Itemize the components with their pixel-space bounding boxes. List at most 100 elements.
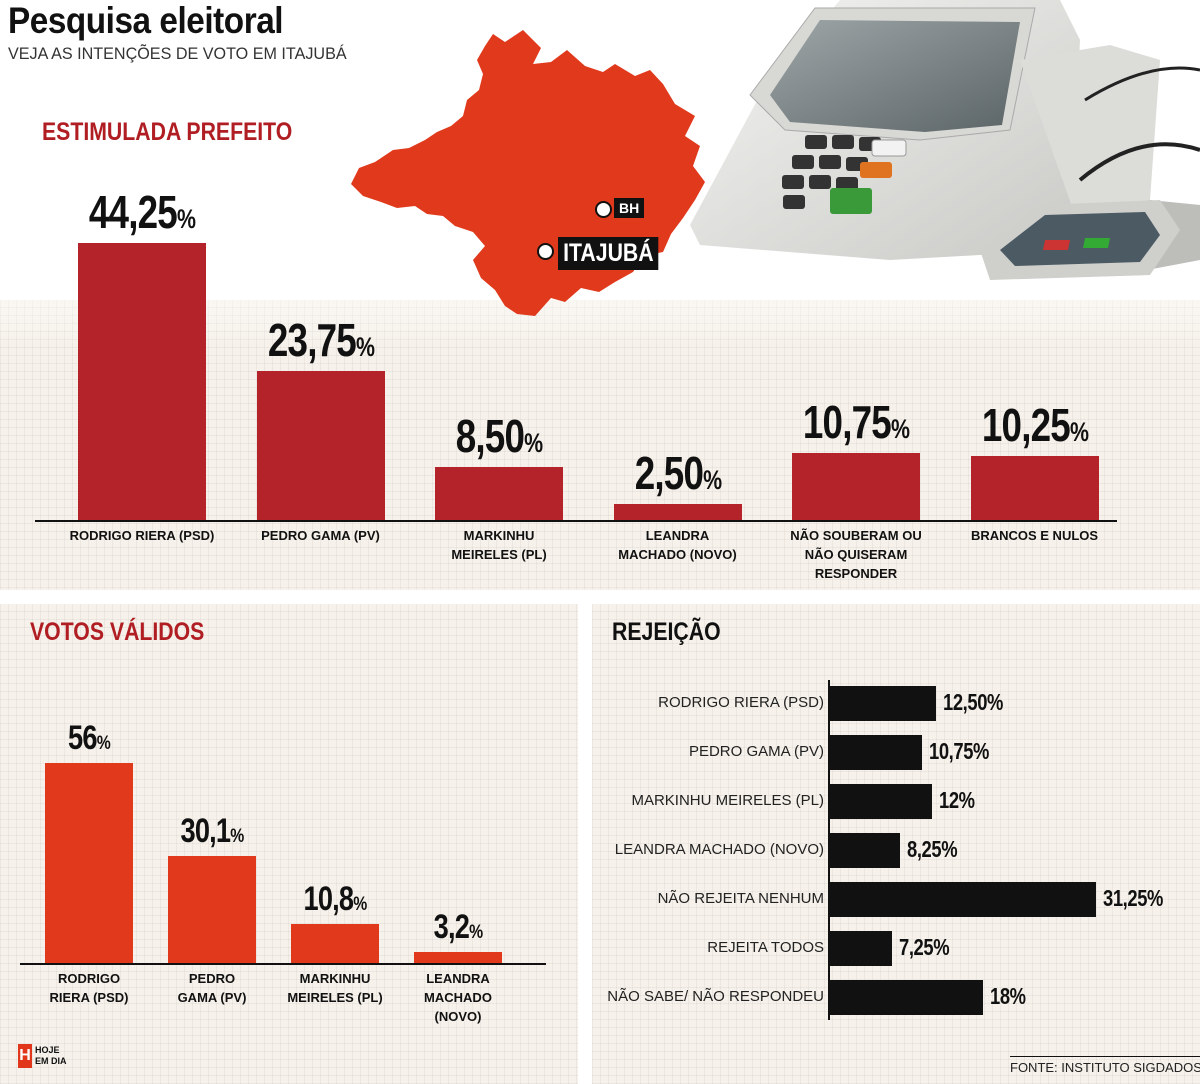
voting-machine-illustration — [690, 0, 1200, 280]
validos-value-unit-0: % — [96, 732, 111, 754]
estimulada-category-label-2: MARKINHU MEIRELES (PL) — [420, 526, 578, 564]
estimulada-value-number-1: 23,75 — [267, 314, 356, 367]
estimulada-value-unit-5: % — [1069, 416, 1088, 447]
validos-category-line: MACHADO (NOVO) — [424, 990, 492, 1024]
validos-category-label-3: LEANDRA MACHADO (NOVO) — [399, 969, 517, 1026]
rejeicao-category-label-2: MARKINHU MEIRELES (PL) — [631, 792, 824, 809]
validos-value-unit-3: % — [469, 920, 483, 943]
rejeicao-bar-0 — [830, 686, 937, 721]
validos-value-number-0: 56 — [68, 719, 97, 757]
logo-line-1: HOJE — [35, 1045, 60, 1055]
rejeicao-value-label-4: 31,25% — [1103, 885, 1164, 911]
estimulada-category-line: NÃO SOUBERAM OU — [790, 528, 922, 543]
validos-value-number-1: 30,1 — [180, 811, 232, 850]
estimulada-category-label-1: PEDRO GAMA (PV) — [242, 526, 400, 545]
source-note: FONTE: INSTITUTO SIGDADOS — [1010, 1056, 1200, 1075]
rejeicao-bar-1 — [830, 735, 922, 770]
estimulada-value-number-0: 44,25 — [88, 186, 178, 238]
validos-category-line: RIERA (PSD) — [49, 990, 129, 1005]
validos-category-label-2: MARKINHU MEIRELES (PL) — [276, 969, 394, 1007]
estimulada-category-line: MEIRELES (PL) — [451, 547, 547, 562]
estimulada-value-label-3: 2,50% — [602, 450, 752, 503]
validos-category-line: MEIRELES (PL) — [287, 990, 383, 1005]
estimulada-axis — [35, 520, 1117, 522]
validos-category-line: LEANDRA — [426, 971, 490, 986]
estimulada-category-line: BRANCOS E NULOS — [970, 528, 1099, 543]
estimulada-value-label-5: 10,25% — [959, 402, 1109, 455]
validos-value-number-3: 3,2 — [433, 907, 470, 946]
estimulada-category-line: MARKINHU — [463, 528, 535, 543]
validos-value-label-2: 10,8% — [276, 882, 394, 921]
validos-value-number-2: 10,8 — [303, 880, 355, 919]
estimulada-value-label-2: 8,50% — [424, 413, 574, 466]
section-divider-vertical — [578, 596, 592, 1084]
estimulada-value-unit-0: % — [176, 204, 196, 234]
estimulada-category-label-0: RODRIGO RIERA (PSD) — [63, 526, 221, 545]
logo-mark: H — [18, 1044, 32, 1068]
rejeicao-value-label-5: 7,25% — [898, 934, 950, 960]
estimulada-category-line: PEDRO GAMA (PV) — [261, 528, 380, 543]
estimulada-category-line: LEANDRA — [645, 528, 710, 543]
estimulada-value-number-3: 2,50 — [634, 447, 703, 500]
estimulada-category-line: NÃO QUISERAM — [804, 547, 908, 562]
itajuba-marker — [537, 243, 554, 260]
estimulada-category-label-5: BRANCOS E NULOS — [956, 526, 1114, 545]
estimulada-section-title: ESTIMULADA PREFEITO — [42, 118, 293, 146]
rejeicao-value-label-6: 18% — [990, 983, 1026, 1009]
rejeicao-value-label-0: 12,50% — [943, 689, 1004, 715]
estimulada-bar-0 — [78, 243, 206, 520]
validos-category-label-1: PEDRO GAMA (PV) — [153, 969, 271, 1007]
rejeicao-category-label-3: LEANDRA MACHADO (NOVO) — [614, 841, 824, 858]
validos-value-label-1: 30,1% — [153, 814, 271, 853]
estimulada-value-unit-3: % — [702, 465, 722, 496]
itajuba-label: ITAJUBÁ — [558, 237, 659, 270]
logo-line-2: EM DIA — [35, 1056, 67, 1066]
estimulada-category-label-3: LEANDRA MACHADO (NOVO) — [599, 526, 757, 564]
validos-value-unit-2: % — [353, 893, 367, 916]
validos-category-line: MARKINHU — [299, 971, 371, 986]
estimulada-category-line: RODRIGO RIERA (PSD) — [69, 528, 215, 543]
estimulada-value-unit-1: % — [355, 332, 374, 363]
estimulada-bar-5 — [970, 455, 1099, 520]
rejeicao-category-label-6: NÃO SABE/ NÃO RESPONDEU — [607, 988, 824, 1005]
rejeicao-category-label-0: RODRIGO RIERA (PSD) — [658, 694, 824, 711]
estimulada-bar-3 — [613, 504, 742, 520]
rejeicao-bar-2 — [830, 784, 933, 819]
rejeicao-bar-6 — [830, 980, 984, 1015]
validos-bar-2 — [291, 924, 379, 963]
rejeicao-value-label-1: 10,75% — [928, 738, 989, 764]
votos-validos-section-title: VOTOS VÁLIDOS — [30, 618, 205, 646]
validos-bar-1 — [168, 855, 256, 963]
validos-value-label-0: 56% — [30, 721, 148, 760]
estimulada-value-label-4: 10,75% — [781, 399, 931, 452]
estimulada-bar-2 — [435, 466, 563, 520]
rejeicao-bar-5 — [830, 931, 892, 966]
rejeicao-bar-3 — [830, 833, 901, 868]
rejeicao-section-title: REJEIÇÃO — [612, 618, 721, 646]
estimulada-value-label-1: 23,75% — [245, 317, 395, 370]
validos-bar-0 — [45, 763, 133, 963]
rejeicao-value-label-3: 8,25% — [907, 836, 958, 862]
rejeicao-value-label-2: 12% — [939, 787, 975, 813]
estimulada-value-unit-4: % — [890, 413, 910, 444]
rejeicao-axis — [828, 680, 830, 1020]
validos-value-unit-1: % — [230, 824, 244, 847]
validos-bar-3 — [414, 951, 502, 963]
estimulada-bar-4 — [792, 452, 920, 520]
estimulada-value-label-0: 44,25% — [67, 189, 217, 242]
estimulada-bar-1 — [256, 371, 385, 520]
validos-value-label-3: 3,2% — [399, 910, 517, 949]
estimulada-value-number-2: 8,50 — [455, 409, 525, 462]
rejeicao-bar-4 — [830, 882, 1096, 917]
estimulada-value-number-4: 10,75 — [802, 395, 892, 448]
estimulada-category-line: RESPONDER — [814, 566, 898, 581]
validos-category-label-0: RODRIGO RIERA (PSD) — [30, 969, 148, 1007]
logo-text: HOJE EM DIA — [35, 1045, 67, 1067]
validos-category-line: RODRIGO — [57, 971, 121, 986]
rejeicao-category-label-1: PEDRO GAMA (PV) — [688, 743, 824, 760]
hoje-em-dia-logo: H HOJE EM DIA — [18, 1044, 67, 1068]
rejeicao-category-label-4: NÃO REJEITA NENHUM — [657, 890, 824, 907]
bh-marker — [595, 201, 612, 218]
rejeicao-category-label-5: REJEITA TODOS — [707, 939, 824, 956]
validos-category-line: GAMA (PV) — [177, 990, 247, 1005]
